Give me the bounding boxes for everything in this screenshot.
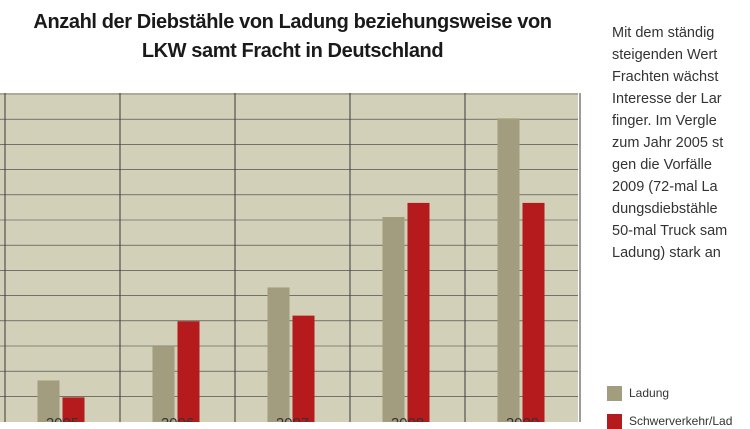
chart-title-line-1: Anzahl der Diebstähle von Ladung beziehu…	[33, 11, 552, 33]
x-tick-labels: 2005 2006 2007 2008 2009	[46, 415, 539, 422]
bar-series2-2007	[292, 315, 315, 422]
bars	[37, 118, 545, 422]
side-text-line: 2009 (72-mal La	[612, 179, 718, 195]
bar-series2-2006	[177, 321, 200, 422]
x-tick-label: 2005	[46, 415, 79, 422]
x-tick-label: 2007	[276, 415, 309, 422]
legend-label: Ladung	[629, 386, 670, 400]
bar-ladung-2005	[37, 380, 60, 422]
side-text-line: zum Jahr 2005 st	[612, 135, 724, 151]
legend-label: Schwerverkehr/Lad	[629, 414, 733, 428]
x-tick-label: 2009	[506, 415, 539, 422]
bar-ladung-2009	[497, 118, 520, 422]
side-text-line: Interesse der Lar	[612, 91, 722, 107]
side-paragraph: Mit dem ständig steigenden Wert Frachten…	[612, 22, 750, 264]
side-text-line: finger. Im Vergle	[612, 113, 717, 129]
bar-chart: 2005 2006 2007 2008 2009	[0, 93, 581, 422]
legend-swatch	[607, 386, 622, 401]
x-tick-label: 2008	[391, 415, 424, 422]
side-text-line: 50-mal Truck sam	[612, 223, 728, 239]
bar-series2-2008	[407, 202, 430, 422]
side-text-line: gen die Vorfälle	[612, 157, 712, 173]
grid-lines	[0, 93, 581, 422]
chart-title: Anzahl der Diebstähle von Ladung beziehu…	[0, 8, 585, 66]
bar-ladung-2008	[382, 217, 405, 422]
bar-ladung-2006	[152, 346, 175, 422]
side-text-line: Mit dem ständig	[612, 25, 715, 41]
bar-ladung-2007	[267, 287, 290, 422]
chart-title-line-2: LKW samt Fracht in Deutschland	[141, 40, 444, 62]
side-text-line: Frachten wächst	[612, 69, 719, 85]
side-text-line: dungsdiebstähle	[612, 201, 718, 217]
bar-series2-2009	[522, 202, 545, 422]
side-text-line: Ladung) stark an	[612, 245, 721, 261]
x-tick-label: 2006	[161, 415, 194, 422]
bar-series2-2005	[62, 397, 85, 422]
side-text-line: steigenden Wert	[612, 47, 718, 63]
